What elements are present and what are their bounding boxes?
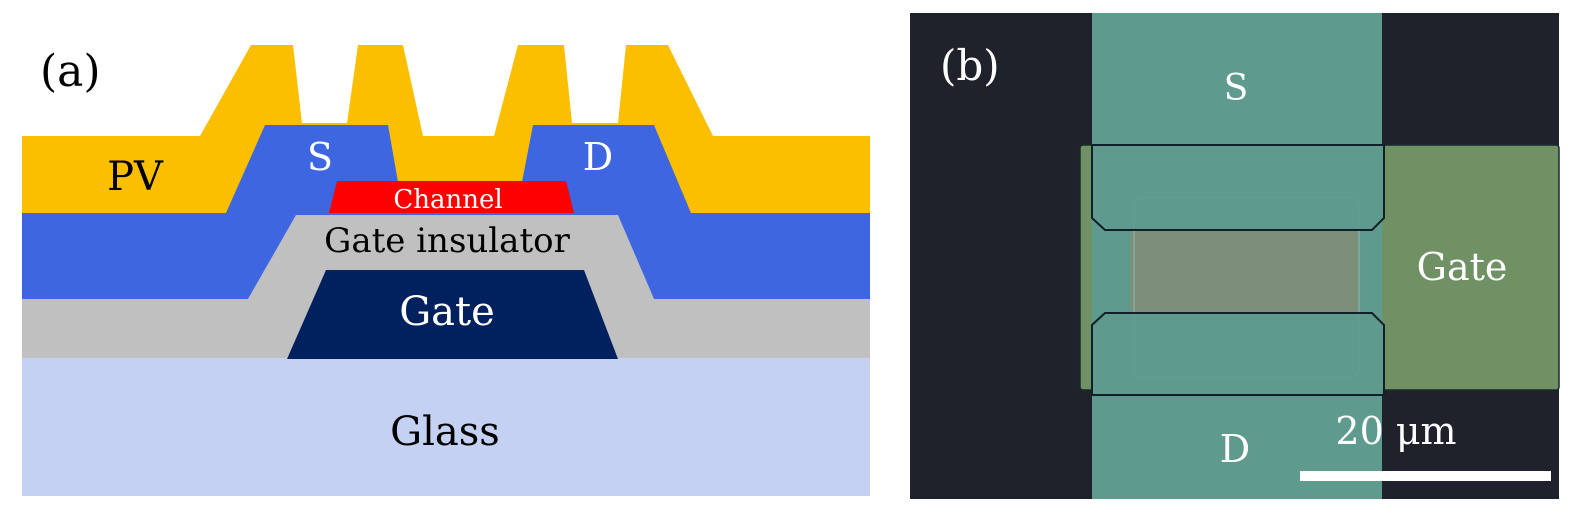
source-label-b: S: [1224, 68, 1249, 109]
source-pad: [1091, 144, 1385, 231]
channel-layer: [329, 181, 574, 213]
gate-label-b: Gate: [1417, 245, 1508, 289]
gate-electrode: [287, 270, 618, 359]
channel-region: [1130, 230, 1358, 313]
panel-b-label: (b): [940, 41, 1000, 90]
gate-insulator-label: Gate insulator: [324, 221, 570, 261]
glass-label: Glass: [390, 409, 500, 455]
gate-label: Gate: [399, 289, 495, 335]
drain-pad: [1091, 312, 1385, 396]
glass-layer: [22, 357, 870, 496]
source-label: S: [307, 135, 333, 179]
drain-label-b: D: [1220, 427, 1250, 471]
panel-a-label: (a): [40, 46, 101, 97]
drain-label: D: [583, 135, 613, 179]
scale-bar: [1300, 471, 1551, 481]
panel-a-cross-section: (a) PV S D Channel Gate insulator Gate G…: [22, 45, 870, 496]
scale-bar-label: 20 μm: [1335, 409, 1456, 453]
channel-label: Channel: [393, 185, 502, 215]
panel-b-micrograph: (b) S Gate D 20 μm: [910, 13, 1560, 499]
pv-label: PV: [107, 154, 164, 200]
